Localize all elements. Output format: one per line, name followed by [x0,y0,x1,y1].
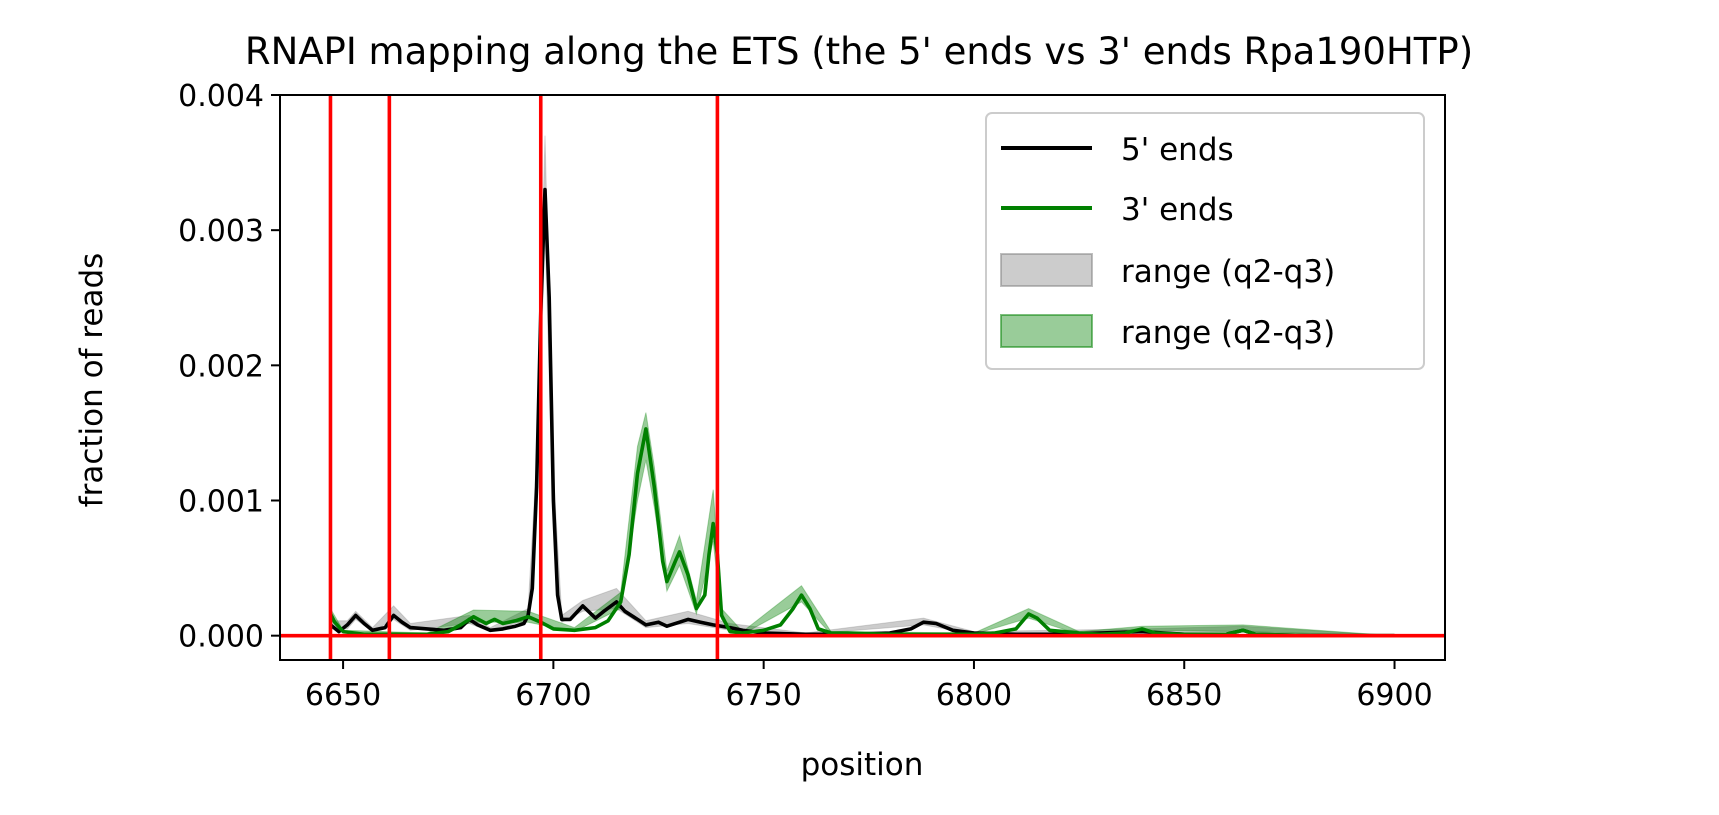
x-tick-label: 6800 [936,678,1012,713]
legend-swatch-range-grey [1000,253,1093,287]
plot-area [280,95,1445,660]
y-tick-label: 0.000 [178,620,264,655]
legend-label-range-green: range (q2-q3) [1121,315,1335,351]
y-axis-label: fraction of reads [74,253,110,508]
x-tick-label: 6850 [1146,678,1222,713]
y-axis-ticks: 0.000 0.001 0.002 0.003 0.004 [178,79,280,655]
legend-label-5prime: 5' ends [1121,132,1234,168]
chart-title: RNAPI mapping along the ETS (the 5' ends… [245,30,1473,73]
series-line-5prime [329,187,1395,638]
legend-label-3prime: 3' ends [1121,192,1234,228]
x-tick-label: 6700 [515,678,591,713]
legend: 5' ends 3' ends range (q2-q3) range (q2-… [985,112,1425,370]
legend-label-range-grey: range (q2-q3) [1121,254,1335,290]
x-tick-label: 6750 [725,678,801,713]
x-axis-label: position [801,747,924,783]
range-band-3prime [330,412,1395,637]
reference-lines [280,95,1445,660]
y-tick-label: 0.003 [178,214,264,249]
series-line-3prime [328,427,1395,638]
plot-frame [279,94,1446,661]
legend-swatch-range-green [1000,314,1093,348]
y-tick-label: 0.002 [178,349,264,384]
x-axis-ticks: 6650 6700 6750 6800 6850 6900 [305,660,1433,713]
x-tick-label: 6650 [305,678,381,713]
series-lines [328,187,1395,638]
y-tick-label: 0.001 [178,485,264,520]
x-tick-label: 6900 [1356,678,1432,713]
y-tick-label: 0.004 [178,79,264,114]
legend-frame [985,112,1425,370]
